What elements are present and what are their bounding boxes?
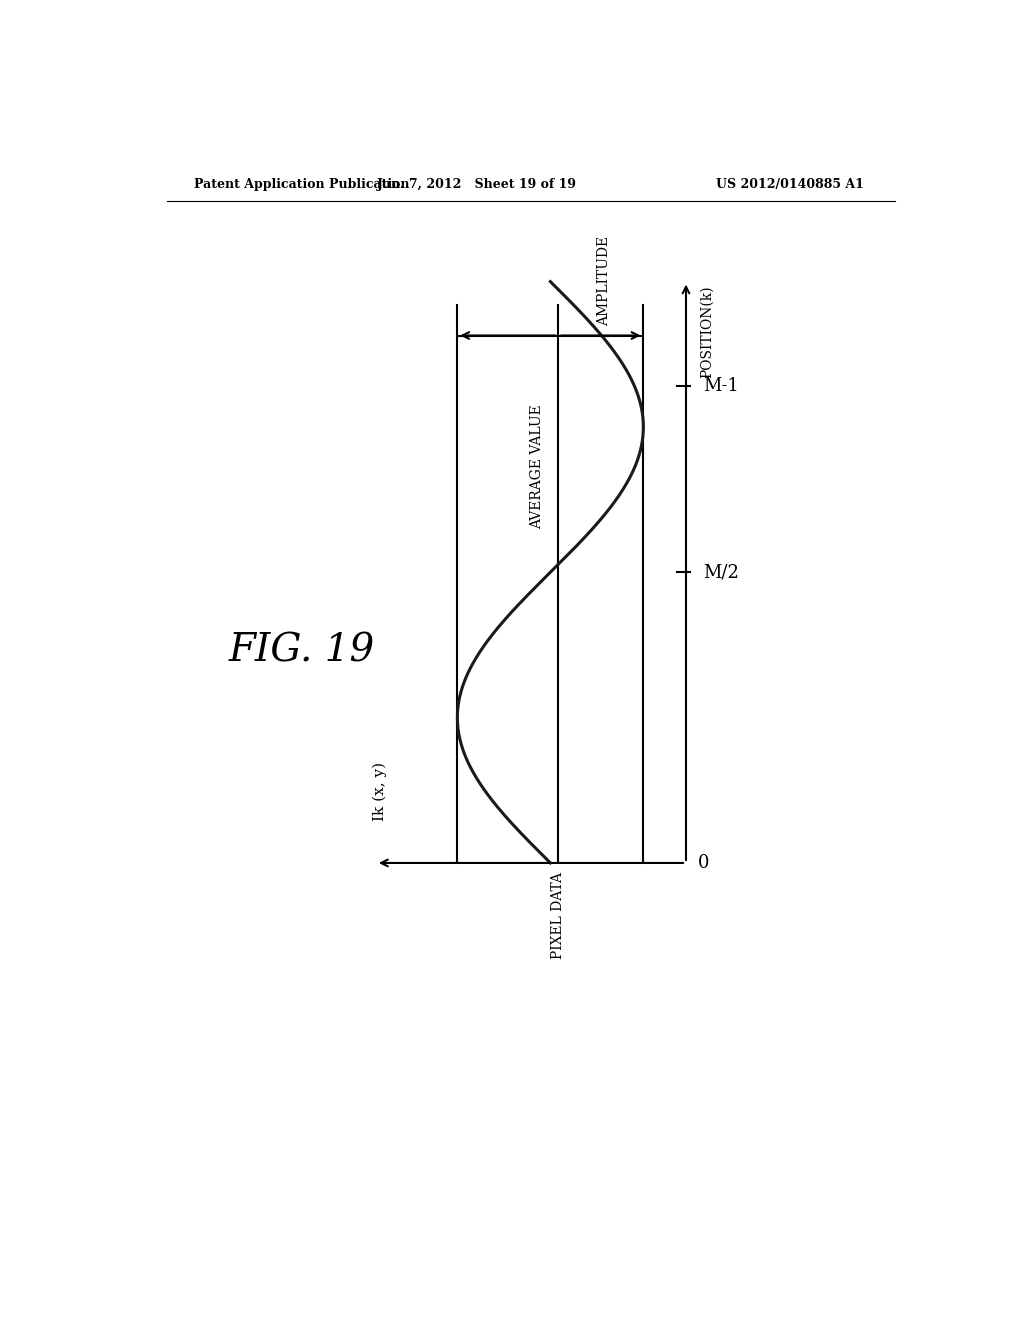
Text: 0: 0 [697, 854, 710, 873]
Text: Patent Application Publication: Patent Application Publication [194, 178, 410, 190]
Text: POSITION(k): POSITION(k) [700, 285, 714, 378]
Text: M-1: M-1 [703, 378, 739, 395]
Text: Jun. 7, 2012   Sheet 19 of 19: Jun. 7, 2012 Sheet 19 of 19 [377, 178, 577, 190]
Text: US 2012/0140885 A1: US 2012/0140885 A1 [717, 178, 864, 190]
Text: AMPLITUDE: AMPLITUDE [597, 236, 611, 326]
Text: Ik (x, y): Ik (x, y) [373, 762, 387, 821]
Text: M/2: M/2 [703, 564, 739, 581]
Text: AVERAGE VALUE: AVERAGE VALUE [530, 404, 544, 529]
Text: FIG. 19: FIG. 19 [228, 632, 375, 669]
Text: PIXEL DATA: PIXEL DATA [551, 873, 565, 960]
